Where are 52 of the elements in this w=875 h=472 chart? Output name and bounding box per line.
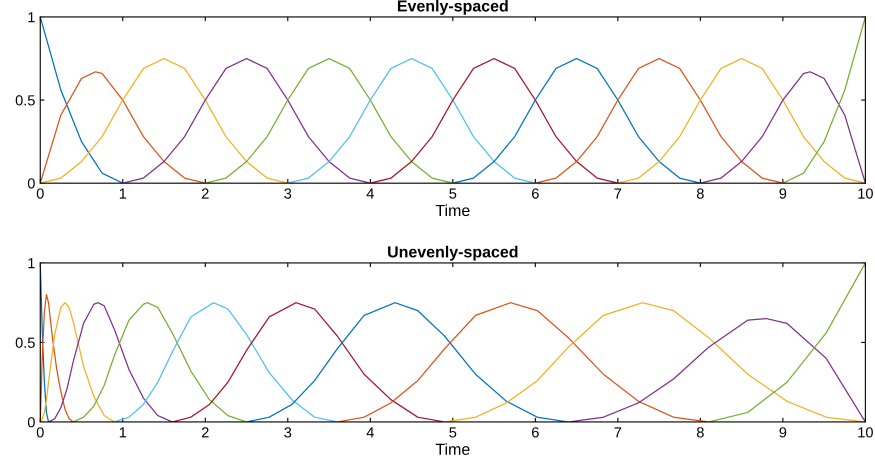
x-axis-title: Time (436, 443, 470, 455)
line-series (48, 302, 173, 422)
y-tick-label: 0 (28, 417, 35, 428)
line-series (122, 58, 371, 184)
line-series (617, 58, 866, 184)
chart-title: Unevenly-spaced (388, 246, 518, 261)
line-series (40, 71, 206, 184)
line-series (172, 302, 446, 422)
x-tick-label: 8 (696, 427, 704, 438)
line-series (204, 58, 454, 184)
y-tick-label: 0.5 (16, 338, 35, 348)
x-tick-label: 9 (779, 188, 786, 199)
x-tick-label: 6 (532, 427, 539, 438)
line-series (72, 302, 248, 422)
x-tick-label: 3 (284, 427, 292, 438)
line-series (568, 318, 866, 422)
line-series (40, 294, 74, 422)
x-tick-label: 10 (858, 427, 873, 438)
x-tick-label: 8 (696, 188, 704, 199)
chart-title: Evenly-spaced (398, 0, 508, 15)
x-tick-label: 4 (366, 427, 374, 438)
line-series (114, 302, 338, 422)
line-series (336, 302, 710, 422)
x-tick-label: 0 (36, 188, 44, 199)
line-series (452, 58, 701, 184)
x-tick-label: 2 (202, 427, 209, 438)
line-series (40, 302, 116, 422)
line-series (370, 58, 618, 184)
x-tick-label: 6 (532, 188, 539, 199)
x-tick-label: 4 (366, 188, 374, 199)
line-series (700, 71, 866, 184)
x-tick-label: 2 (202, 188, 209, 199)
y-tick-label: 1 (28, 258, 35, 268)
line-series (40, 58, 288, 184)
x-tick-label: 7 (614, 427, 622, 438)
x-tick-label: 1 (120, 427, 126, 438)
y-tick-label: 0 (28, 178, 35, 189)
x-tick-label: 3 (284, 188, 292, 199)
x-tick-label: 0 (36, 427, 44, 438)
x-tick-label: 5 (449, 188, 456, 199)
x-tick-label: 5 (449, 427, 456, 438)
x-tick-label: 9 (779, 427, 786, 438)
y-tick-label: 0.5 (16, 95, 35, 106)
x-axis-title: Time (436, 204, 470, 216)
x-tick-label: 1 (120, 188, 126, 199)
line-series (246, 302, 569, 422)
x-tick-label: 10 (858, 188, 873, 199)
line-series (444, 302, 866, 422)
x-tick-label: 7 (614, 188, 622, 199)
y-tick-label: 1 (28, 12, 35, 22)
line-series (534, 58, 784, 184)
line-series (287, 58, 536, 184)
